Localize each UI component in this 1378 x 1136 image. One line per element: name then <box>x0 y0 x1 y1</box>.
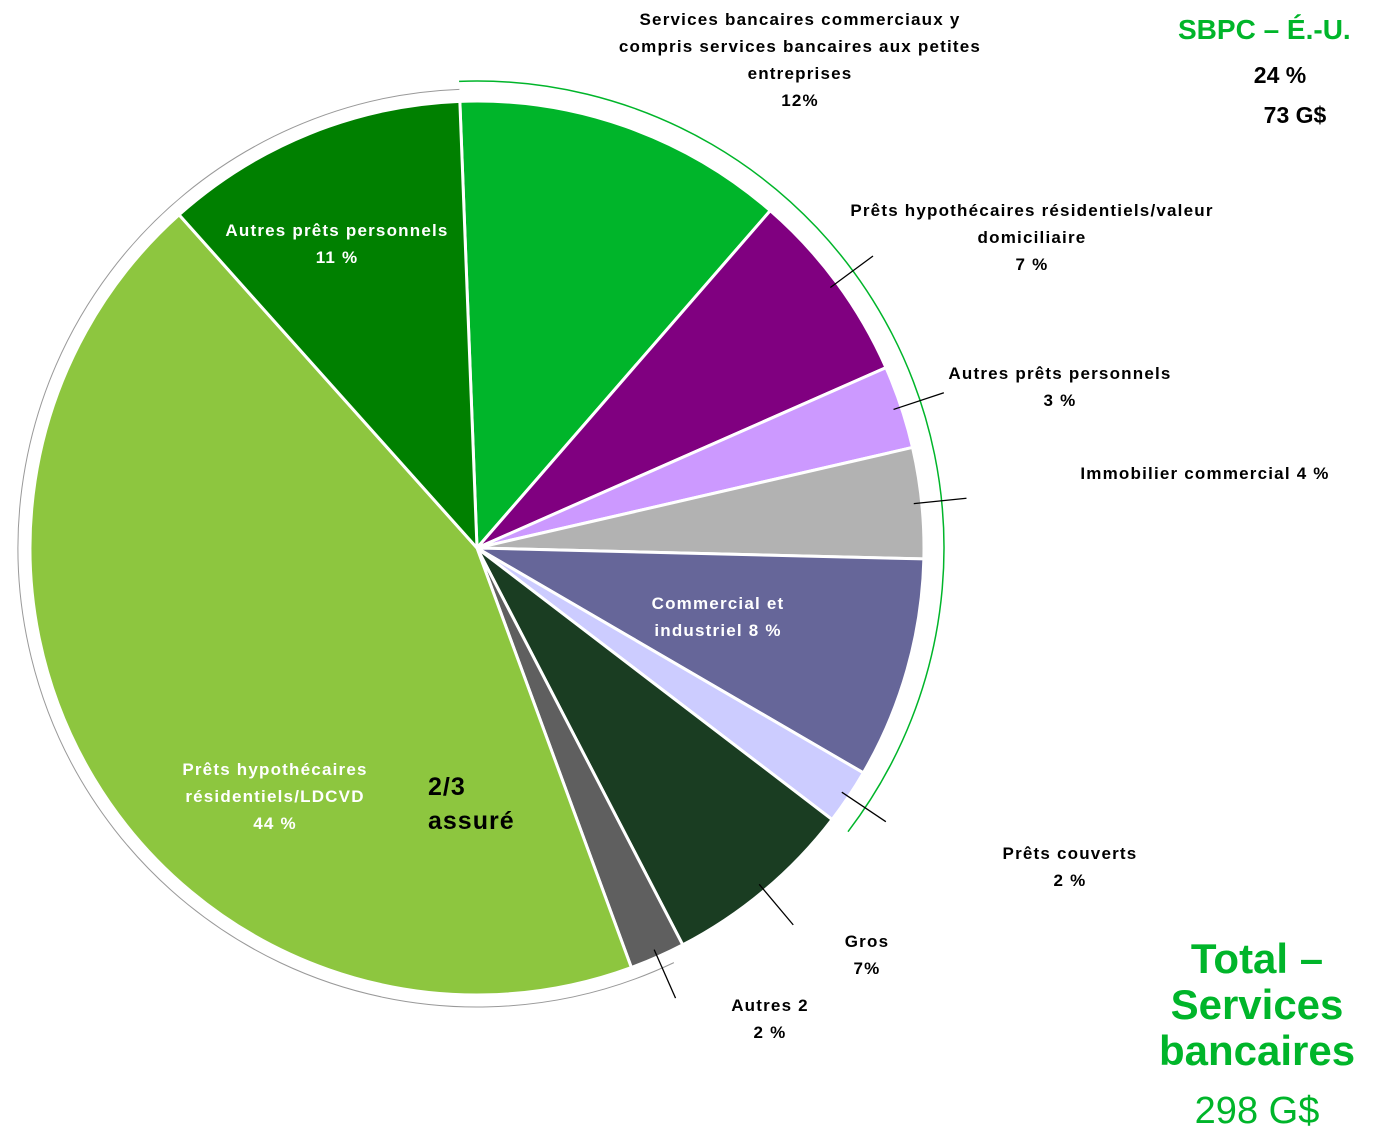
value-label: 2 % <box>1053 871 1087 890</box>
category-name: Services bancaires commerciaux y compris… <box>618 10 982 83</box>
value-label: 3 % <box>1043 391 1077 410</box>
leader-line <box>829 255 874 289</box>
value-label: 44 % <box>253 814 297 833</box>
category-name: Immobilier commercial <box>1080 464 1291 483</box>
category-name: Autres prêts personnels <box>948 364 1172 383</box>
total-title: Total – Services bancaires <box>1158 935 1356 1074</box>
slice-label: Commercial et industriel 8 % <box>618 590 818 644</box>
category-name: Autres 2 <box>731 996 809 1015</box>
value-label: 2 % <box>753 1023 787 1042</box>
category-name: Prêts couverts <box>1002 844 1138 863</box>
segment-share: 24 % <box>1253 62 1307 88</box>
total-amount: 298 G$ <box>1194 1090 1320 1132</box>
value-label: 7% <box>853 959 881 978</box>
outline-arc <box>17 88 675 1008</box>
outline-arc <box>459 80 945 833</box>
value-label: 12% <box>781 91 819 110</box>
slice-label: Prêts hypothécaires résidentiels/valeur … <box>822 197 1242 278</box>
pie-slice <box>476 546 926 775</box>
category-name: Prêts hypothécaires résidentiels/valeur … <box>850 201 1214 247</box>
category-name: Commercial et industriel <box>651 594 785 640</box>
leader-line <box>653 949 677 999</box>
insured-note: 2/3 assuré <box>428 773 515 835</box>
value-label: 8 % <box>748 621 782 640</box>
leader-line <box>893 392 945 411</box>
leader-line <box>758 883 794 926</box>
value-label: 7 % <box>1015 255 1049 274</box>
category-name: Autres prêts personnels <box>225 221 449 240</box>
slice-label: Prêts hypothécaires résidentiels/LDCVD 44… <box>145 756 405 837</box>
segment-amount: 73 G$ <box>1263 102 1327 128</box>
segment-title: SBPC – É.-U. <box>1178 14 1351 45</box>
slice-label: Services bancaires commerciaux y compris… <box>610 6 990 114</box>
category-name: Gros <box>844 932 890 951</box>
pie-slice <box>458 99 773 552</box>
pie-slice <box>176 99 479 553</box>
slice-label: Prêts couverts 2 % <box>960 840 1180 894</box>
pie-slice <box>28 212 634 997</box>
leader-line <box>913 497 967 505</box>
value-label: 11 % <box>315 248 359 267</box>
slice-label: Autres 2 2 % <box>695 992 845 1046</box>
slice-label: Gros 7% <box>817 928 917 982</box>
leader-line <box>841 791 887 823</box>
value-label: 4 % <box>1296 464 1330 483</box>
slice-label: Immobilier commercial 4 % <box>1035 460 1375 487</box>
category-name: Prêts hypothécaires résidentiels/LDCVD <box>182 760 368 806</box>
slice-label: Autres prêts personnels 11 % <box>177 217 497 271</box>
slice-label: Autres prêts personnels 3 % <box>900 360 1220 414</box>
